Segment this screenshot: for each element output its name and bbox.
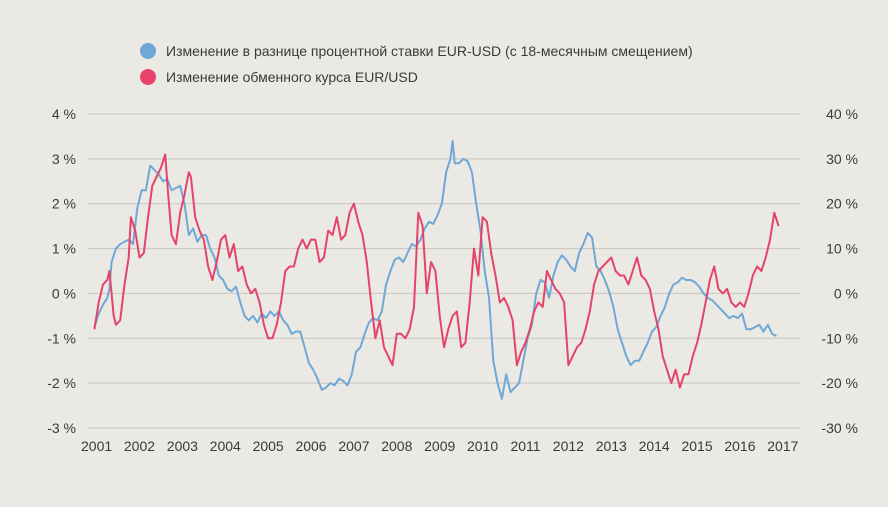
x-tick-label: 2004	[210, 438, 241, 454]
y-right-tick-label: 30 %	[826, 151, 858, 167]
y-right-tick-label: -20 %	[821, 375, 858, 391]
x-tick-label: 2007	[338, 438, 369, 454]
x-tick-label: 2003	[167, 438, 198, 454]
series-lines	[93, 139, 780, 400]
x-tick-label: 2012	[553, 438, 584, 454]
legend: Изменение в разнице процентной ставки EU…	[140, 38, 693, 90]
x-tick-label: 2017	[767, 438, 798, 454]
y-left-tick-label: -2 %	[47, 375, 76, 391]
x-tick-label: 2014	[639, 438, 670, 454]
legend-label-rate-diff: Изменение в разнице процентной ставки EU…	[166, 43, 693, 59]
x-tick-label: 2013	[596, 438, 627, 454]
y-left-tick-label: -1 %	[47, 330, 76, 346]
x-tick-label: 2016	[724, 438, 755, 454]
y-right-tick-label: 0 %	[834, 285, 858, 301]
x-tick-label: 2002	[124, 438, 155, 454]
y-left-tick-label: 3 %	[52, 151, 76, 167]
y-right-tick-label: 20 %	[826, 196, 858, 212]
y-left-tick-label: 2 %	[52, 196, 76, 212]
x-tick-label: 2010	[467, 438, 498, 454]
x-tick-label: 2009	[424, 438, 455, 454]
legend-label-fx: Изменение обменного курса EUR/USD	[166, 69, 418, 85]
y-right-tick-label: 10 %	[826, 241, 858, 257]
y-right-tick-label: 40 %	[826, 106, 858, 122]
y-right-tick-label: -10 %	[821, 330, 858, 346]
x-tick-label: 2001	[81, 438, 112, 454]
y-left-tick-label: 0 %	[52, 285, 76, 301]
x-tick-label: 2008	[381, 438, 412, 454]
y-left-tick-label: 4 %	[52, 106, 76, 122]
legend-item-rate-diff: Изменение в разнице процентной ставки EU…	[140, 38, 693, 64]
right-axis: -30 % -20 % -10 % 0 % 10 % 20 % 30 % 40 %	[821, 106, 858, 436]
left-axis: -3 % -2 % -1 % 0 % 1 % 2 % 3 % 4 %	[47, 106, 76, 436]
y-right-tick-label: -30 %	[821, 420, 858, 436]
series-line-rate-diff	[93, 139, 777, 400]
gridlines	[88, 113, 800, 429]
x-axis: 2001 2002 2003 2004 2005 2006 2007 2008 2009 2010…	[81, 438, 799, 454]
y-left-tick-label: 1 %	[52, 241, 76, 257]
y-left-tick-label: -3 %	[47, 420, 76, 436]
x-tick-label: 2005	[253, 438, 284, 454]
legend-item-fx: Изменение обменного курса EUR/USD	[140, 64, 693, 90]
x-tick-label: 2006	[295, 438, 326, 454]
legend-marker-rate-diff	[140, 43, 156, 59]
x-tick-label: 2011	[510, 438, 540, 454]
series-line-fx	[93, 153, 780, 389]
x-tick-label: 2015	[681, 438, 712, 454]
legend-marker-fx	[140, 69, 156, 85]
